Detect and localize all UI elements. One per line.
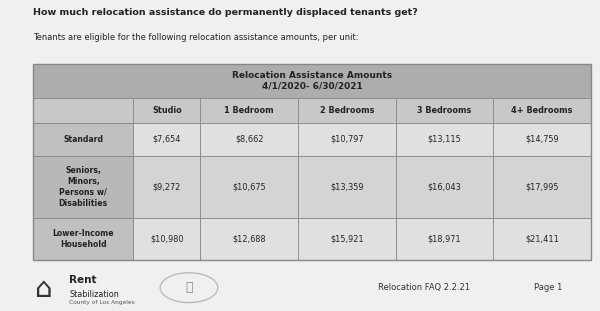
Text: $10,675: $10,675	[232, 182, 266, 191]
Bar	[33, 123, 133, 156]
Text: Rent: Rent	[69, 275, 97, 285]
Text: $8,662: $8,662	[235, 135, 263, 144]
Text: County of Los Angeles: County of Los Angeles	[69, 300, 135, 305]
Bar	[396, 156, 493, 218]
Bar	[133, 218, 200, 260]
Bar	[396, 123, 493, 156]
Bar	[33, 218, 133, 260]
Bar	[298, 123, 396, 156]
Bar	[493, 218, 591, 260]
Bar	[298, 98, 396, 123]
Bar	[33, 64, 591, 260]
Text: $7,654: $7,654	[152, 135, 181, 144]
Bar	[133, 156, 200, 218]
Text: Page 1: Page 1	[534, 283, 562, 292]
Text: 🔵: 🔵	[185, 281, 193, 294]
Bar	[133, 98, 200, 123]
Text: $12,688: $12,688	[232, 234, 266, 243]
Bar	[133, 123, 200, 156]
Text: Lower-Income
Household: Lower-Income Household	[52, 229, 114, 249]
Bar	[200, 156, 298, 218]
Text: Standard: Standard	[63, 135, 103, 144]
Text: 2 Bedrooms: 2 Bedrooms	[320, 106, 374, 115]
Text: Relocation Assistance Amounts
4/1/2020- 6/30/2021: Relocation Assistance Amounts 4/1/2020- …	[232, 71, 392, 91]
Text: Studio: Studio	[152, 106, 182, 115]
Text: $10,797: $10,797	[330, 135, 364, 144]
Text: $15,921: $15,921	[330, 234, 364, 243]
Text: 1 Bedroom: 1 Bedroom	[224, 106, 274, 115]
Text: $17,995: $17,995	[526, 182, 559, 191]
Bar	[493, 156, 591, 218]
Bar	[33, 64, 591, 98]
Text: $14,759: $14,759	[526, 135, 559, 144]
Bar	[493, 123, 591, 156]
Text: Relocation FAQ 2.2.21: Relocation FAQ 2.2.21	[378, 283, 470, 292]
Bar	[298, 218, 396, 260]
Bar	[200, 98, 298, 123]
Text: Seniors,
Minors,
Persons w/
Disabilities: Seniors, Minors, Persons w/ Disabilities	[59, 165, 108, 208]
Text: 4+ Bedrooms: 4+ Bedrooms	[511, 106, 573, 115]
Bar	[33, 98, 133, 123]
Text: $21,411: $21,411	[525, 234, 559, 243]
Text: Stabilization: Stabilization	[69, 290, 119, 299]
Bar	[396, 98, 493, 123]
Bar	[493, 98, 591, 123]
Text: $16,043: $16,043	[428, 182, 461, 191]
Bar	[200, 123, 298, 156]
Text: $13,359: $13,359	[330, 182, 364, 191]
Bar	[298, 156, 396, 218]
Text: 3 Bedrooms: 3 Bedrooms	[418, 106, 472, 115]
Text: $13,115: $13,115	[428, 135, 461, 144]
Bar	[396, 218, 493, 260]
Text: How much relocation assistance do permanently displaced tenants get?: How much relocation assistance do perman…	[33, 8, 418, 17]
Text: $10,980: $10,980	[150, 234, 184, 243]
Text: ⌂: ⌂	[35, 275, 52, 303]
Bar	[200, 218, 298, 260]
Bar	[33, 156, 133, 218]
Text: $18,971: $18,971	[428, 234, 461, 243]
Text: Tenants are eligible for the following relocation assistance amounts, per unit:: Tenants are eligible for the following r…	[33, 33, 359, 42]
Text: $9,272: $9,272	[153, 182, 181, 191]
